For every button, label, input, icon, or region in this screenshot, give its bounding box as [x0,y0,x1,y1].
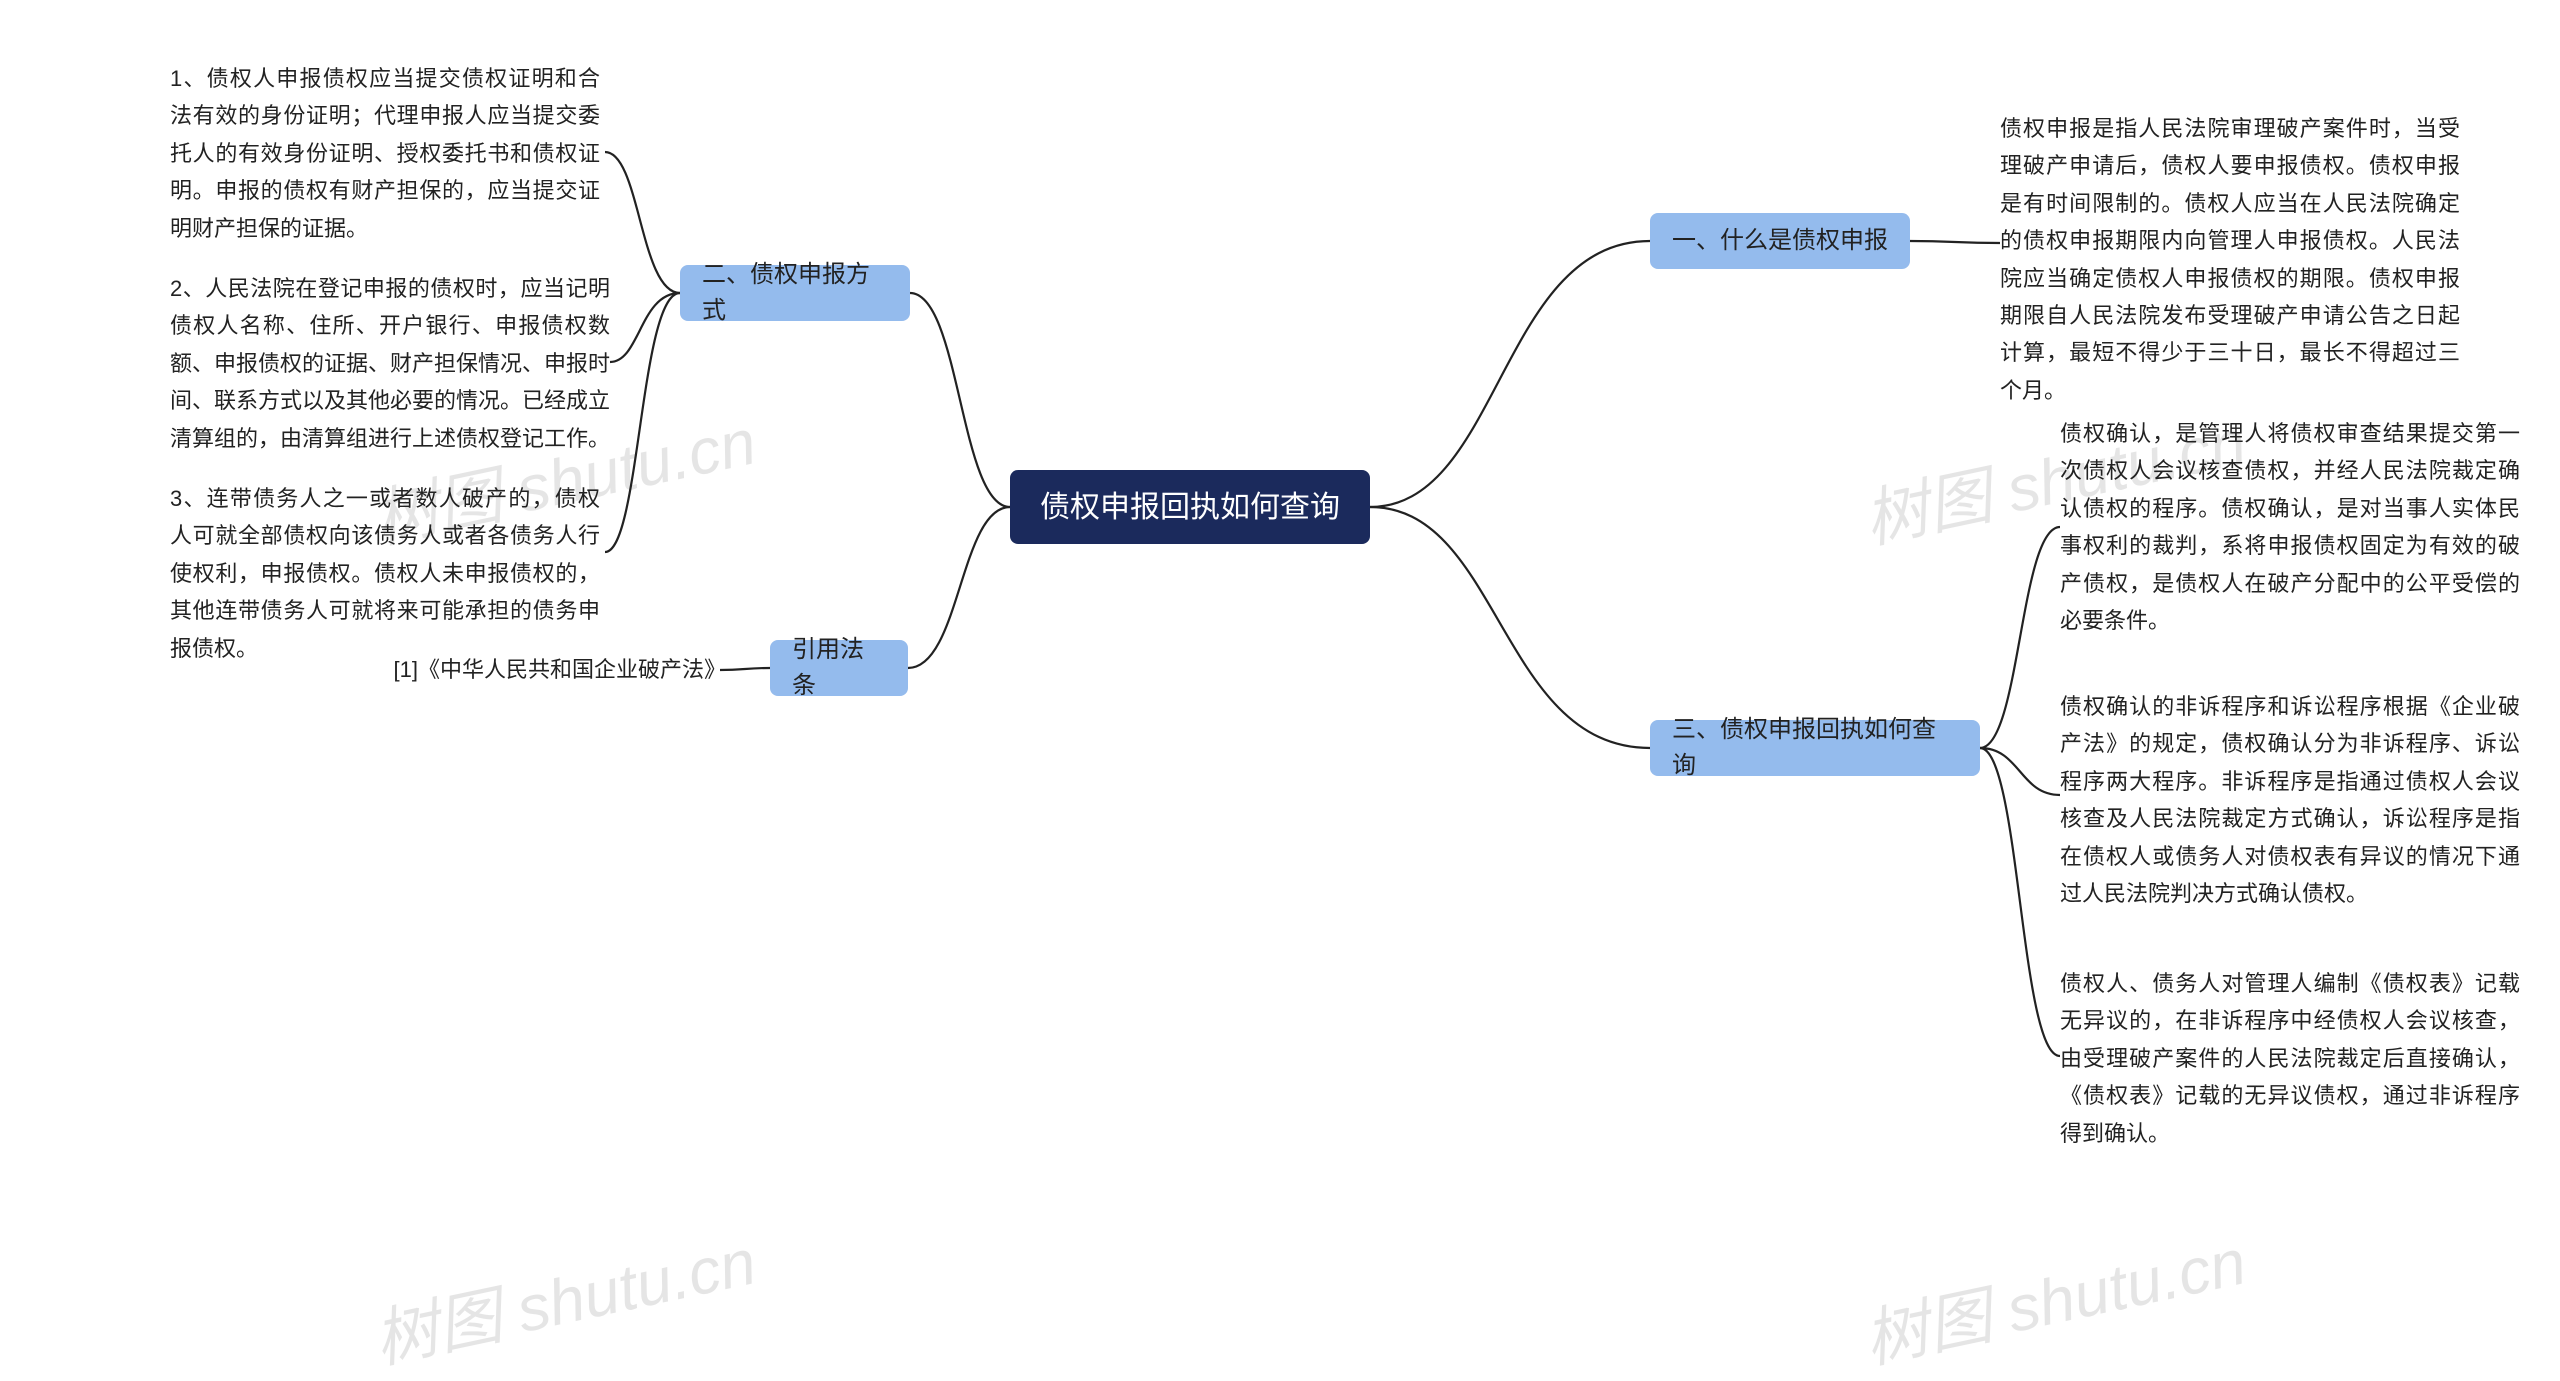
root-label: 债权申报回执如何查询 [1040,485,1340,530]
watermark: 树图 shutu.cn [365,1211,763,1381]
branch-l4[interactable]: 引用法条 [770,640,908,696]
leaf-text: 债权确认，是管理人将债权审查结果提交第一次债权人会议核查债权，并经人民法院裁定确… [2060,415,2520,639]
branch-label: 二、债权申报方式 [702,257,888,329]
branch-label: 三、债权申报回执如何查询 [1672,712,1958,784]
leaf-text: 债权申报是指人民法院审理破产案件时，当受理破产申请后，债权人要申报债权。债权申报… [2000,110,2460,409]
leaf-text: 1、债权人申报债权应当提交债权证明和合法有效的身份证明；代理申报人应当提交委托人… [170,60,600,247]
branch-label: 一、什么是债权申报 [1672,223,1888,259]
leaf-text: [1]《中华人民共和国企业破产法》 [326,651,726,688]
watermark: 树图 shutu.cn [1855,1211,2253,1381]
leaf-text: 债权人、债务人对管理人编制《债权表》记载无异议的，在非诉程序中经债权人会议核查，… [2060,965,2520,1152]
branch-r3[interactable]: 三、债权申报回执如何查询 [1650,720,1980,776]
leaf-text: 3、连带债务人之一或者数人破产的，债权人可就全部债权向该债务人或者各债务人行使权… [170,480,600,667]
leaf-text: 2、人民法院在登记申报的债权时，应当记明债权人名称、住所、开户银行、申报债权数额… [170,270,610,457]
branch-l2[interactable]: 二、债权申报方式 [680,265,910,321]
branch-r1[interactable]: 一、什么是债权申报 [1650,213,1910,269]
root-node[interactable]: 债权申报回执如何查询 [1010,470,1370,544]
branch-label: 引用法条 [792,632,886,704]
leaf-text: 债权确认的非诉程序和诉讼程序根据《企业破产法》的规定，债权确认分为非诉程序、诉讼… [2060,688,2520,912]
